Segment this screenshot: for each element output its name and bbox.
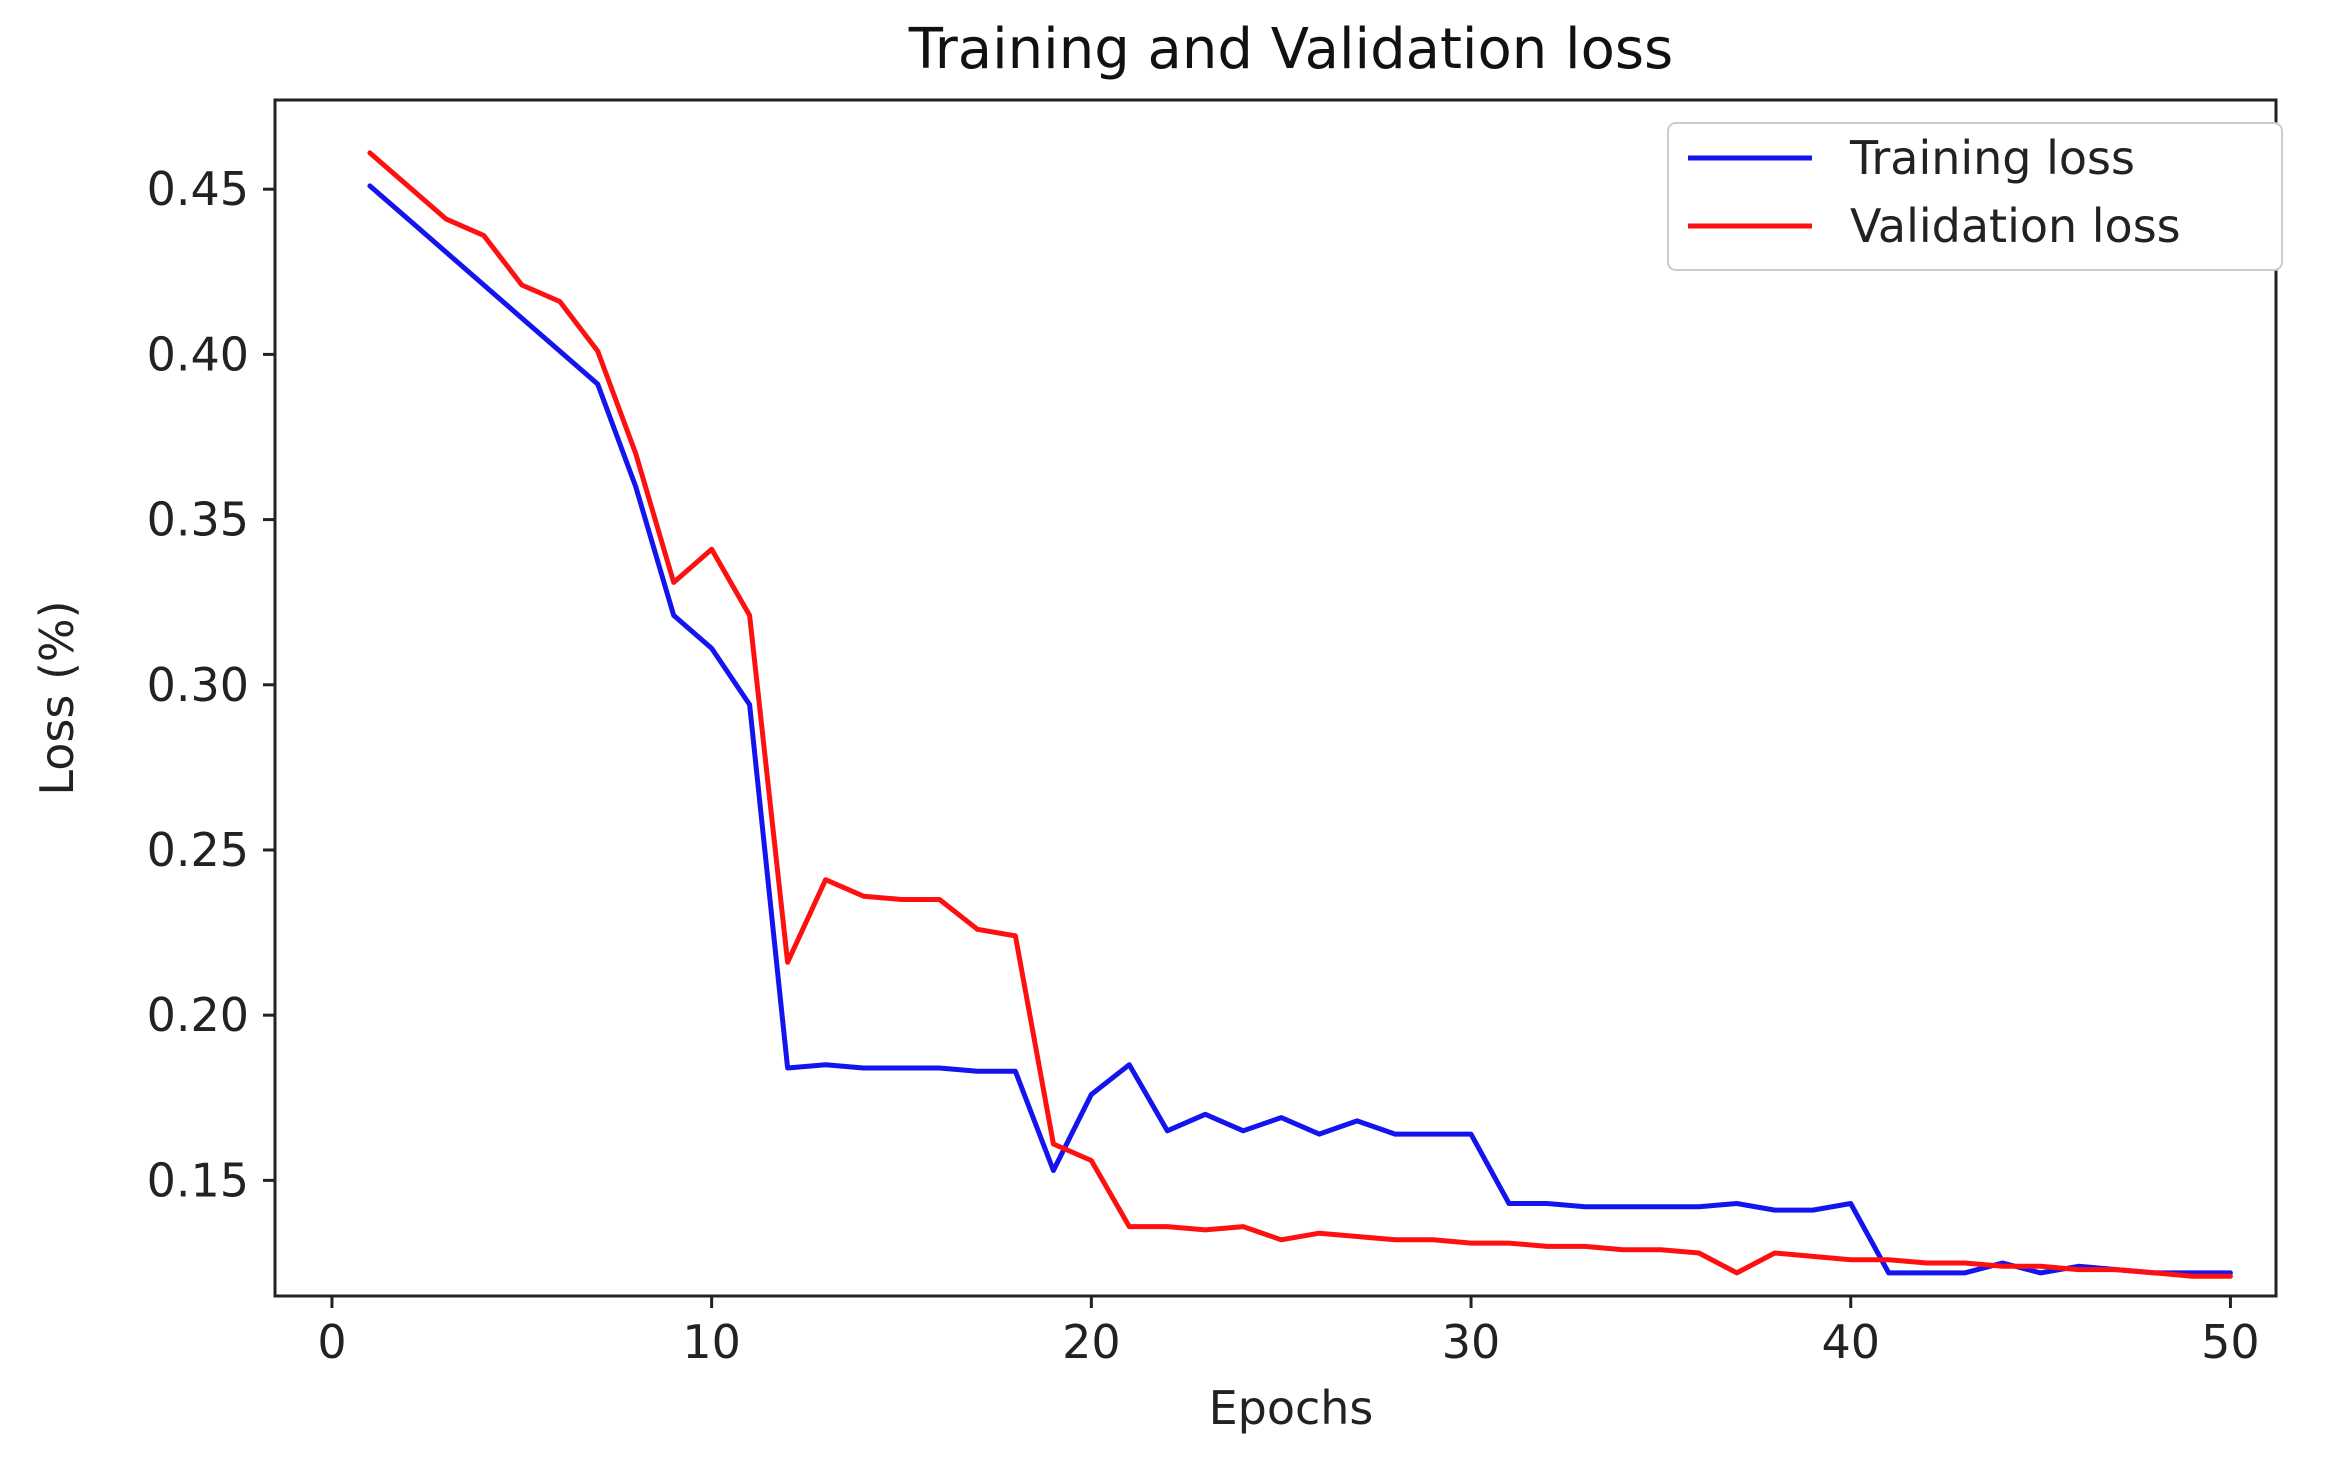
x-tick-label: 0 xyxy=(317,1315,346,1369)
y-tick-label: 0.30 xyxy=(147,658,249,712)
x-tick-label: 10 xyxy=(682,1315,741,1369)
plot-frame xyxy=(273,98,2278,1298)
series-line-validation-loss xyxy=(367,150,2233,1279)
y-tick-label: 0.40 xyxy=(147,327,249,381)
x-axis-label: Epochs xyxy=(1209,1381,1374,1435)
x-tick-label: 50 xyxy=(2201,1315,2260,1369)
legend-label-validation-loss: Validation loss xyxy=(1850,199,2181,253)
y-tick-label: 0.25 xyxy=(147,823,249,877)
y-tick-label: 0.35 xyxy=(147,493,249,547)
legend: Training loss Validation loss xyxy=(1667,122,2283,271)
x-tick-label: 20 xyxy=(1062,1315,1121,1369)
legend-label-training-loss: Training loss xyxy=(1849,131,2135,185)
legend-frame xyxy=(1667,122,2283,271)
x-axis: 0 10 20 30 40 50 xyxy=(317,1296,2260,1369)
x-tick-label: 40 xyxy=(1821,1315,1880,1369)
y-tick-label: 0.45 xyxy=(147,162,249,216)
series-layer xyxy=(367,150,2233,1279)
x-tick-label: 30 xyxy=(1442,1315,1501,1369)
chart-title: Training and Validation loss xyxy=(908,17,1673,82)
series-line-training-loss xyxy=(367,183,2233,1276)
y-tick-label: 0.15 xyxy=(147,1153,249,1207)
y-tick-label: 0.20 xyxy=(147,988,249,1042)
y-axis: 0.15 0.20 0.25 0.30 0.35 0.40 0.45 xyxy=(147,162,275,1207)
y-axis-label: Loss (%) xyxy=(30,600,84,795)
